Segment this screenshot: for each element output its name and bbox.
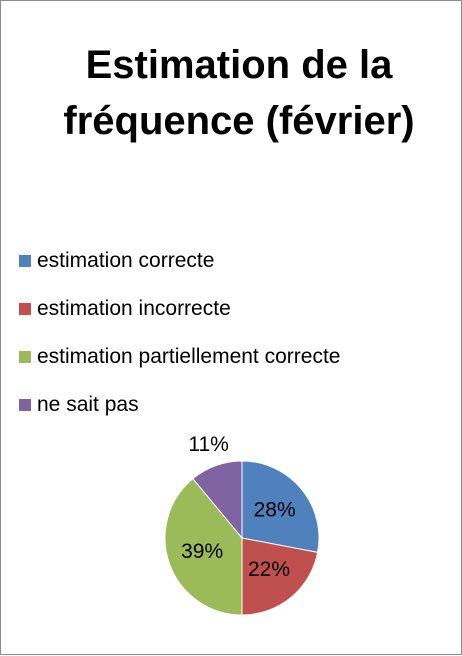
legend-item: estimation incorrecte — [19, 285, 340, 333]
data-label: 11% — [188, 433, 228, 456]
legend-swatch — [19, 351, 31, 363]
legend-swatch — [19, 303, 31, 315]
pie-slice — [241, 460, 320, 554]
pie-slice — [192, 460, 243, 540]
legend: estimation correcte estimation incorrecte… — [19, 237, 340, 429]
pie-slice — [164, 477, 243, 616]
legend-swatch — [19, 399, 31, 411]
data-label: 28% — [254, 499, 296, 522]
legend-item: estimation correcte — [19, 237, 340, 285]
legend-label: estimation correcte — [37, 249, 215, 272]
data-label: 22% — [248, 558, 290, 581]
data-label: 39% — [181, 540, 223, 563]
legend-item: ne sait pas — [19, 381, 340, 429]
legend-label: estimation incorrecte — [37, 297, 231, 320]
legend-item: estimation partiellement correcte — [19, 333, 340, 381]
legend-swatch — [19, 255, 31, 267]
legend-label: estimation partiellement correcte — [37, 345, 341, 368]
legend-label: ne sait pas — [37, 393, 139, 416]
pie-slice — [241, 537, 319, 616]
chart-title: Estimation de la fréquence (février) — [63, 43, 415, 143]
